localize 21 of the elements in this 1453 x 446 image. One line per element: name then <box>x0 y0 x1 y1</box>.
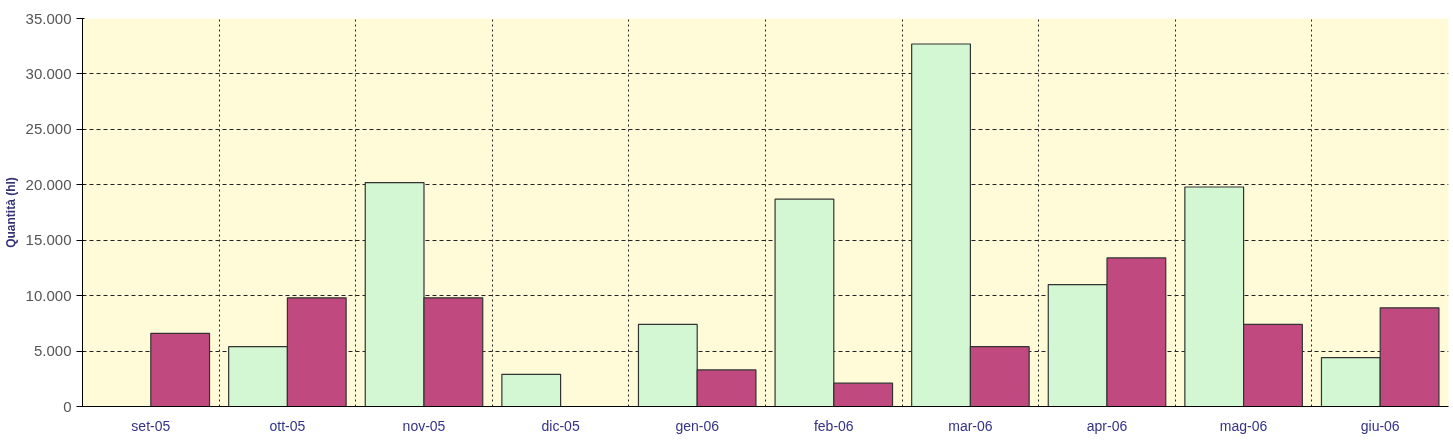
x-tick-label: mar-06 <box>948 417 993 434</box>
x-tick-label: set-05 <box>131 417 171 434</box>
y-axis-title: Quantità (hl) <box>3 177 18 248</box>
x-tick-label: giu-06 <box>1360 417 1400 434</box>
y-tick-label: 30.000 <box>25 64 72 82</box>
bar <box>150 332 211 407</box>
y-tick-label: 35.000 <box>25 9 72 27</box>
x-tick-label: nov-05 <box>402 417 446 434</box>
x-tick-label: gen-06 <box>675 417 720 434</box>
x-tick-label: mag-06 <box>1219 417 1268 434</box>
x-tick-label: dic-05 <box>541 417 580 434</box>
bar <box>501 373 562 407</box>
x-tick-label: ott-05 <box>269 417 306 434</box>
x-tick-label: apr-06 <box>1086 417 1128 434</box>
y-tick-label: 25.000 <box>25 120 72 138</box>
x-tick-label: feb-06 <box>813 417 854 434</box>
y-tick-label: 0 <box>63 397 72 415</box>
y-tick-label: 20.000 <box>25 175 72 193</box>
y-tick-label: 15.000 <box>25 231 72 249</box>
y-tick-label: 5.000 <box>33 342 72 360</box>
y-tick-label: 10.000 <box>25 286 72 304</box>
